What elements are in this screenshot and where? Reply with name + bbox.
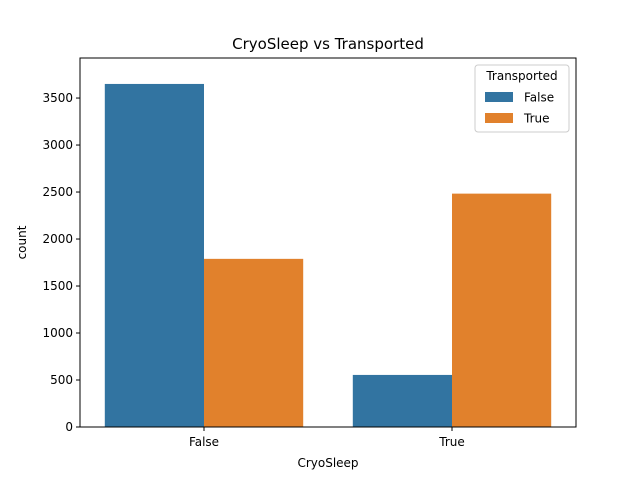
legend-swatch-true	[485, 113, 513, 123]
y-tick-label: 3000	[42, 138, 73, 152]
y-tick-label: 1500	[42, 279, 73, 293]
bars-layer	[104, 83, 552, 427]
chart-title: CryoSleep vs Transported	[232, 35, 424, 53]
legend-swatch-false	[485, 92, 513, 102]
legend-title: Transported	[485, 69, 557, 83]
y-tick-label: 500	[50, 373, 73, 387]
x-axis: False True	[189, 427, 465, 449]
x-tick-label: False	[189, 435, 219, 449]
y-tick-label: 2500	[42, 185, 73, 199]
bar-true-false	[204, 258, 304, 427]
legend-label-false: False	[524, 91, 554, 105]
bar-false-false	[104, 83, 204, 427]
legend-items: False True	[485, 91, 554, 126]
y-axis-label: count	[15, 225, 29, 259]
legend: Transported False True	[474, 64, 570, 133]
y-tick-label: 1000	[42, 326, 73, 340]
x-axis-label: CryoSleep	[297, 456, 358, 470]
legend-label-true: True	[523, 112, 550, 126]
x-tick-label: True	[438, 435, 465, 449]
bar-false-true	[352, 374, 452, 427]
y-tick-label: 0	[65, 420, 73, 434]
plot-frame	[79, 57, 577, 428]
y-tick-label: 2000	[42, 232, 73, 246]
y-axis: 0 500 1000 1500 2000 2500 3000 3500	[42, 91, 80, 434]
bar-true-true	[452, 193, 552, 427]
y-tick-label: 3500	[42, 91, 73, 105]
